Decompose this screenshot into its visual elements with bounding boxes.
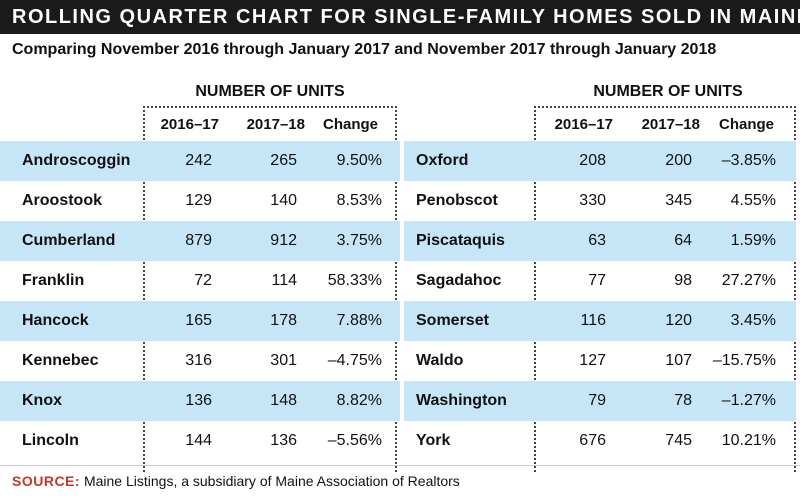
value-2017-18: 120 [665, 312, 692, 329]
chart-title: ROLLING QUARTER CHART FOR SINGLE-FAMILY … [12, 6, 800, 28]
value-change: –3.85% [721, 152, 776, 169]
table-row: Cumberland 879 912 3.75% [0, 221, 400, 261]
value-change: 1.59% [730, 232, 776, 249]
value-change: 10.21% [721, 432, 776, 449]
county-name: Washington [416, 392, 507, 409]
value-change: 58.33% [327, 272, 382, 289]
value-2017-18: 745 [665, 432, 692, 449]
col-header-2016-17: 2016–17 [554, 116, 613, 133]
value-2017-18: 301 [270, 352, 297, 369]
value-2017-18: 78 [674, 392, 692, 409]
table-row: Aroostook 129 140 8.53% [0, 181, 400, 221]
value-change: –1.27% [721, 392, 776, 409]
table-row: Lincoln 144 136 –5.56% [0, 421, 400, 461]
value-change: –15.75% [712, 352, 776, 369]
value-2016-17: 72 [194, 272, 212, 289]
county-name: Penobscot [416, 192, 498, 209]
county-name: Lincoln [22, 432, 79, 449]
value-2017-18: 64 [674, 232, 692, 249]
value-2016-17: 129 [185, 192, 212, 209]
value-2016-17: 127 [579, 352, 606, 369]
value-change: 27.27% [721, 272, 776, 289]
value-2016-17: 316 [185, 352, 212, 369]
table-body: Oxford 208 200 –3.85% Penobscot 330 345 … [404, 141, 796, 461]
value-change: 7.88% [336, 312, 382, 329]
county-name: Kennebec [22, 352, 99, 369]
value-2016-17: 879 [185, 232, 212, 249]
county-name: Oxford [416, 152, 469, 169]
table-row: York 676 745 10.21% [404, 421, 796, 461]
county-name: Aroostook [22, 192, 102, 209]
value-change: –4.75% [327, 352, 382, 369]
county-name: Androscoggin [22, 152, 131, 169]
value-2017-18: 345 [665, 192, 692, 209]
source-text: Maine Listings, a subsidiary of Maine As… [83, 473, 460, 489]
title-bar: ROLLING QUARTER CHART FOR SINGLE-FAMILY … [0, 0, 800, 34]
value-2017-18: 265 [270, 152, 297, 169]
value-2017-18: 114 [271, 272, 297, 289]
value-change: –5.56% [327, 432, 382, 449]
table-row: Oxford 208 200 –3.85% [404, 141, 796, 181]
value-2016-17: 77 [588, 272, 606, 289]
table-body: Androscoggin 242 265 9.50% Aroostook 129… [0, 141, 400, 461]
county-name: Knox [22, 392, 62, 409]
chart-subtitle: Comparing November 2016 through January … [12, 41, 717, 58]
value-2016-17: 676 [579, 432, 606, 449]
table-row: Waldo 127 107 –15.75% [404, 341, 796, 381]
value-change: 9.50% [336, 152, 382, 169]
table-row: Hancock 165 178 7.88% [0, 301, 400, 341]
value-2016-17: 242 [185, 152, 212, 169]
value-change: 8.53% [336, 192, 382, 209]
county-name: Somerset [416, 312, 489, 329]
table-row: Washington 79 78 –1.27% [404, 381, 796, 421]
county-name: Cumberland [22, 232, 116, 249]
county-name: Franklin [22, 272, 85, 289]
county-name: Sagadahoc [416, 272, 502, 289]
value-change: 3.45% [730, 312, 776, 329]
table-row: Somerset 116 120 3.45% [404, 301, 796, 341]
value-change: 4.55% [730, 192, 776, 209]
value-2016-17: 208 [579, 152, 606, 169]
value-2017-18: 107 [665, 352, 692, 369]
value-2017-18: 98 [674, 272, 692, 289]
col-header-change: Change [322, 116, 378, 133]
table-row: Franklin 72 114 58.33% [0, 261, 400, 301]
value-2016-17: 63 [588, 232, 606, 249]
value-2016-17: 136 [185, 392, 212, 409]
value-2017-18: 912 [270, 232, 297, 249]
value-2016-17: 116 [580, 312, 606, 329]
value-2016-17: 165 [185, 312, 212, 329]
county-name: Hancock [22, 312, 89, 329]
table-row: Sagadahoc 77 98 27.27% [404, 261, 796, 301]
table-row: Androscoggin 242 265 9.50% [0, 141, 400, 181]
county-name: York [416, 432, 451, 449]
col-header-change: Change [718, 116, 774, 133]
units-header: NUMBER OF UNITS [195, 83, 345, 100]
table-row: Piscataquis 63 64 1.59% [404, 221, 796, 261]
value-2017-18: 136 [270, 432, 297, 449]
footer-divider [0, 465, 800, 466]
value-2017-18: 140 [270, 192, 297, 209]
value-2016-17: 330 [579, 192, 606, 209]
col-header-2016-17: 2016–17 [160, 116, 219, 133]
value-2017-18: 148 [270, 392, 297, 409]
value-change: 8.82% [336, 392, 382, 409]
units-column-box [143, 106, 397, 472]
source-label: SOURCE: [12, 473, 81, 489]
units-header: NUMBER OF UNITS [593, 83, 743, 100]
table-row: Kennebec 316 301 –4.75% [0, 341, 400, 381]
value-change: 3.75% [336, 232, 382, 249]
col-header-2017-18: 2017–18 [641, 116, 700, 133]
table-row: Penobscot 330 345 4.55% [404, 181, 796, 221]
value-2017-18: 178 [270, 312, 297, 329]
units-column-box [534, 106, 796, 472]
col-header-2017-18: 2017–18 [246, 116, 305, 133]
county-name: Piscataquis [416, 232, 505, 249]
value-2017-18: 200 [665, 152, 692, 169]
value-2016-17: 144 [185, 432, 212, 449]
value-2016-17: 79 [588, 392, 606, 409]
source-note: SOURCE: Maine Listings, a subsidiary of … [12, 473, 460, 489]
county-name: Waldo [416, 352, 464, 369]
table-row: Knox 136 148 8.82% [0, 381, 400, 421]
